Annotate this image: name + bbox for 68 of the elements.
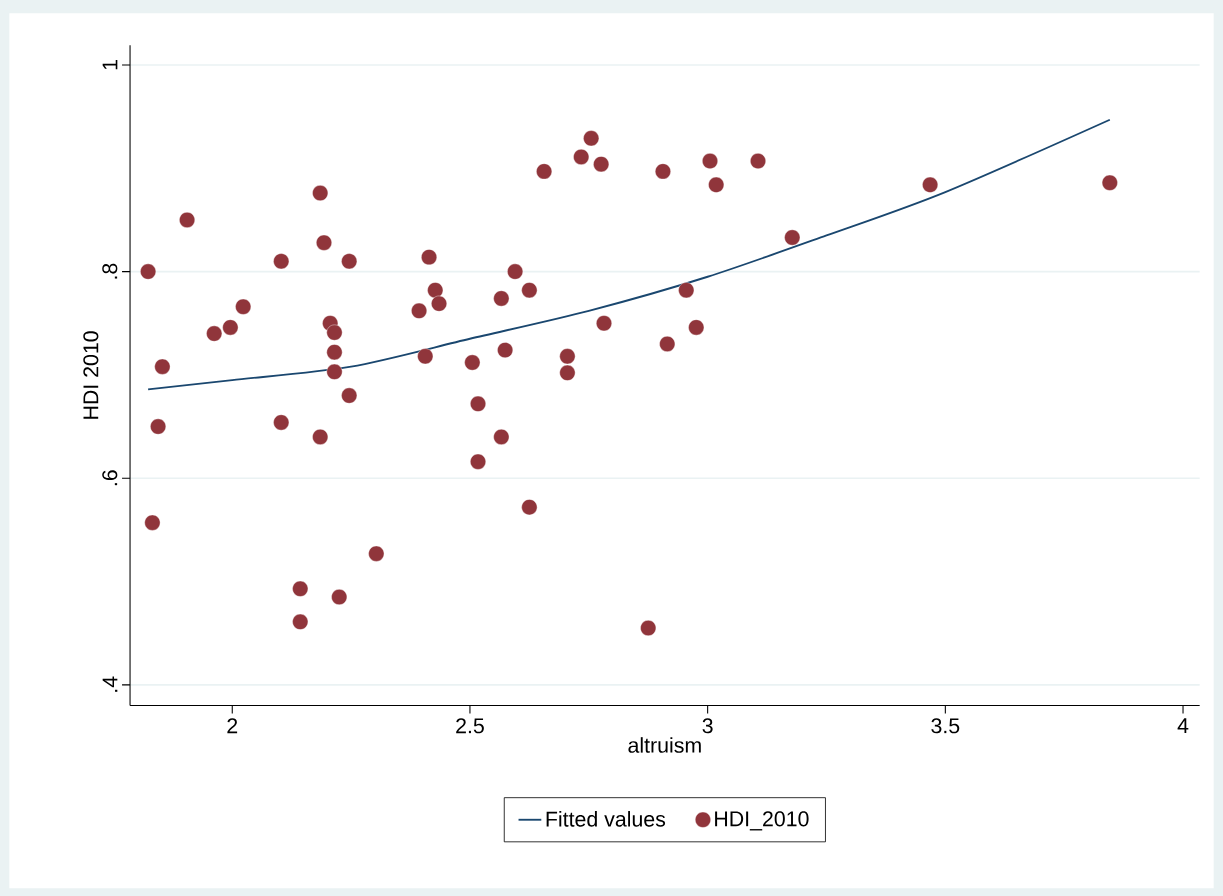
point [341,253,358,270]
line-series [147,118,1111,391]
point [922,176,939,193]
point [493,428,510,445]
point [417,348,434,365]
point [179,211,196,228]
legend-label: Fitted values [546,810,666,827]
point [493,290,510,307]
point [750,153,766,169]
point [708,176,725,193]
point [431,295,447,312]
point [150,418,167,435]
y-tick-label: .6 [102,470,118,486]
point [206,325,223,342]
point [326,324,343,341]
point [312,428,329,445]
point [154,358,171,375]
point [784,229,801,246]
point [273,253,290,270]
y-tick-label: .8 [102,263,118,279]
point [411,302,428,319]
point [470,395,486,412]
point [640,619,657,636]
y-tick-label: .4 [102,676,118,692]
point [331,588,348,605]
x-tick-label: 4 [1177,718,1189,733]
point [292,613,309,630]
point [326,344,343,361]
point [312,185,329,201]
x-tick-label: 3.5 [931,718,960,734]
point [273,414,290,431]
point [341,387,358,404]
point [678,282,695,299]
point [235,298,252,315]
point [688,319,705,336]
point [559,348,576,365]
point [596,315,612,332]
point [222,319,239,336]
x-tick-label: 2 [227,718,238,734]
x-axis-title: altruism [628,737,701,753]
point [368,545,385,562]
point [140,263,157,280]
point [559,364,576,381]
point [427,282,444,299]
y-axis-title: HDI 2010 [83,331,99,419]
point [326,363,343,380]
point [521,282,538,299]
point [464,354,481,371]
point [521,499,538,515]
x-tick-label: 2.5 [456,718,484,734]
point [470,453,486,470]
point [659,335,676,352]
point [702,153,718,169]
point [593,156,610,172]
point [1101,174,1118,191]
point [507,263,524,280]
point [421,249,437,265]
point [655,163,671,180]
point [536,163,553,180]
x-tick-label: 3 [702,718,713,734]
point [144,514,161,531]
point [316,234,332,251]
y-tick-label: 1 [102,59,118,70]
legend-label: HDI_2010 [715,811,809,831]
point [573,148,590,165]
point [497,342,514,358]
point [583,130,600,147]
point [292,580,309,597]
